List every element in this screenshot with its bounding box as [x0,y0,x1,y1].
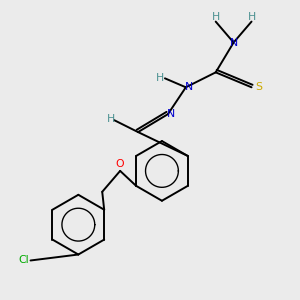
Text: N: N [230,38,238,47]
Text: H: H [212,12,220,22]
Text: N: N [167,109,175,119]
Text: H: H [156,73,165,83]
Text: O: O [116,159,124,169]
Text: N: N [185,82,193,92]
Text: S: S [256,82,262,92]
Text: H: H [106,114,115,124]
Text: H: H [248,12,256,22]
Text: Cl: Cl [19,256,29,266]
